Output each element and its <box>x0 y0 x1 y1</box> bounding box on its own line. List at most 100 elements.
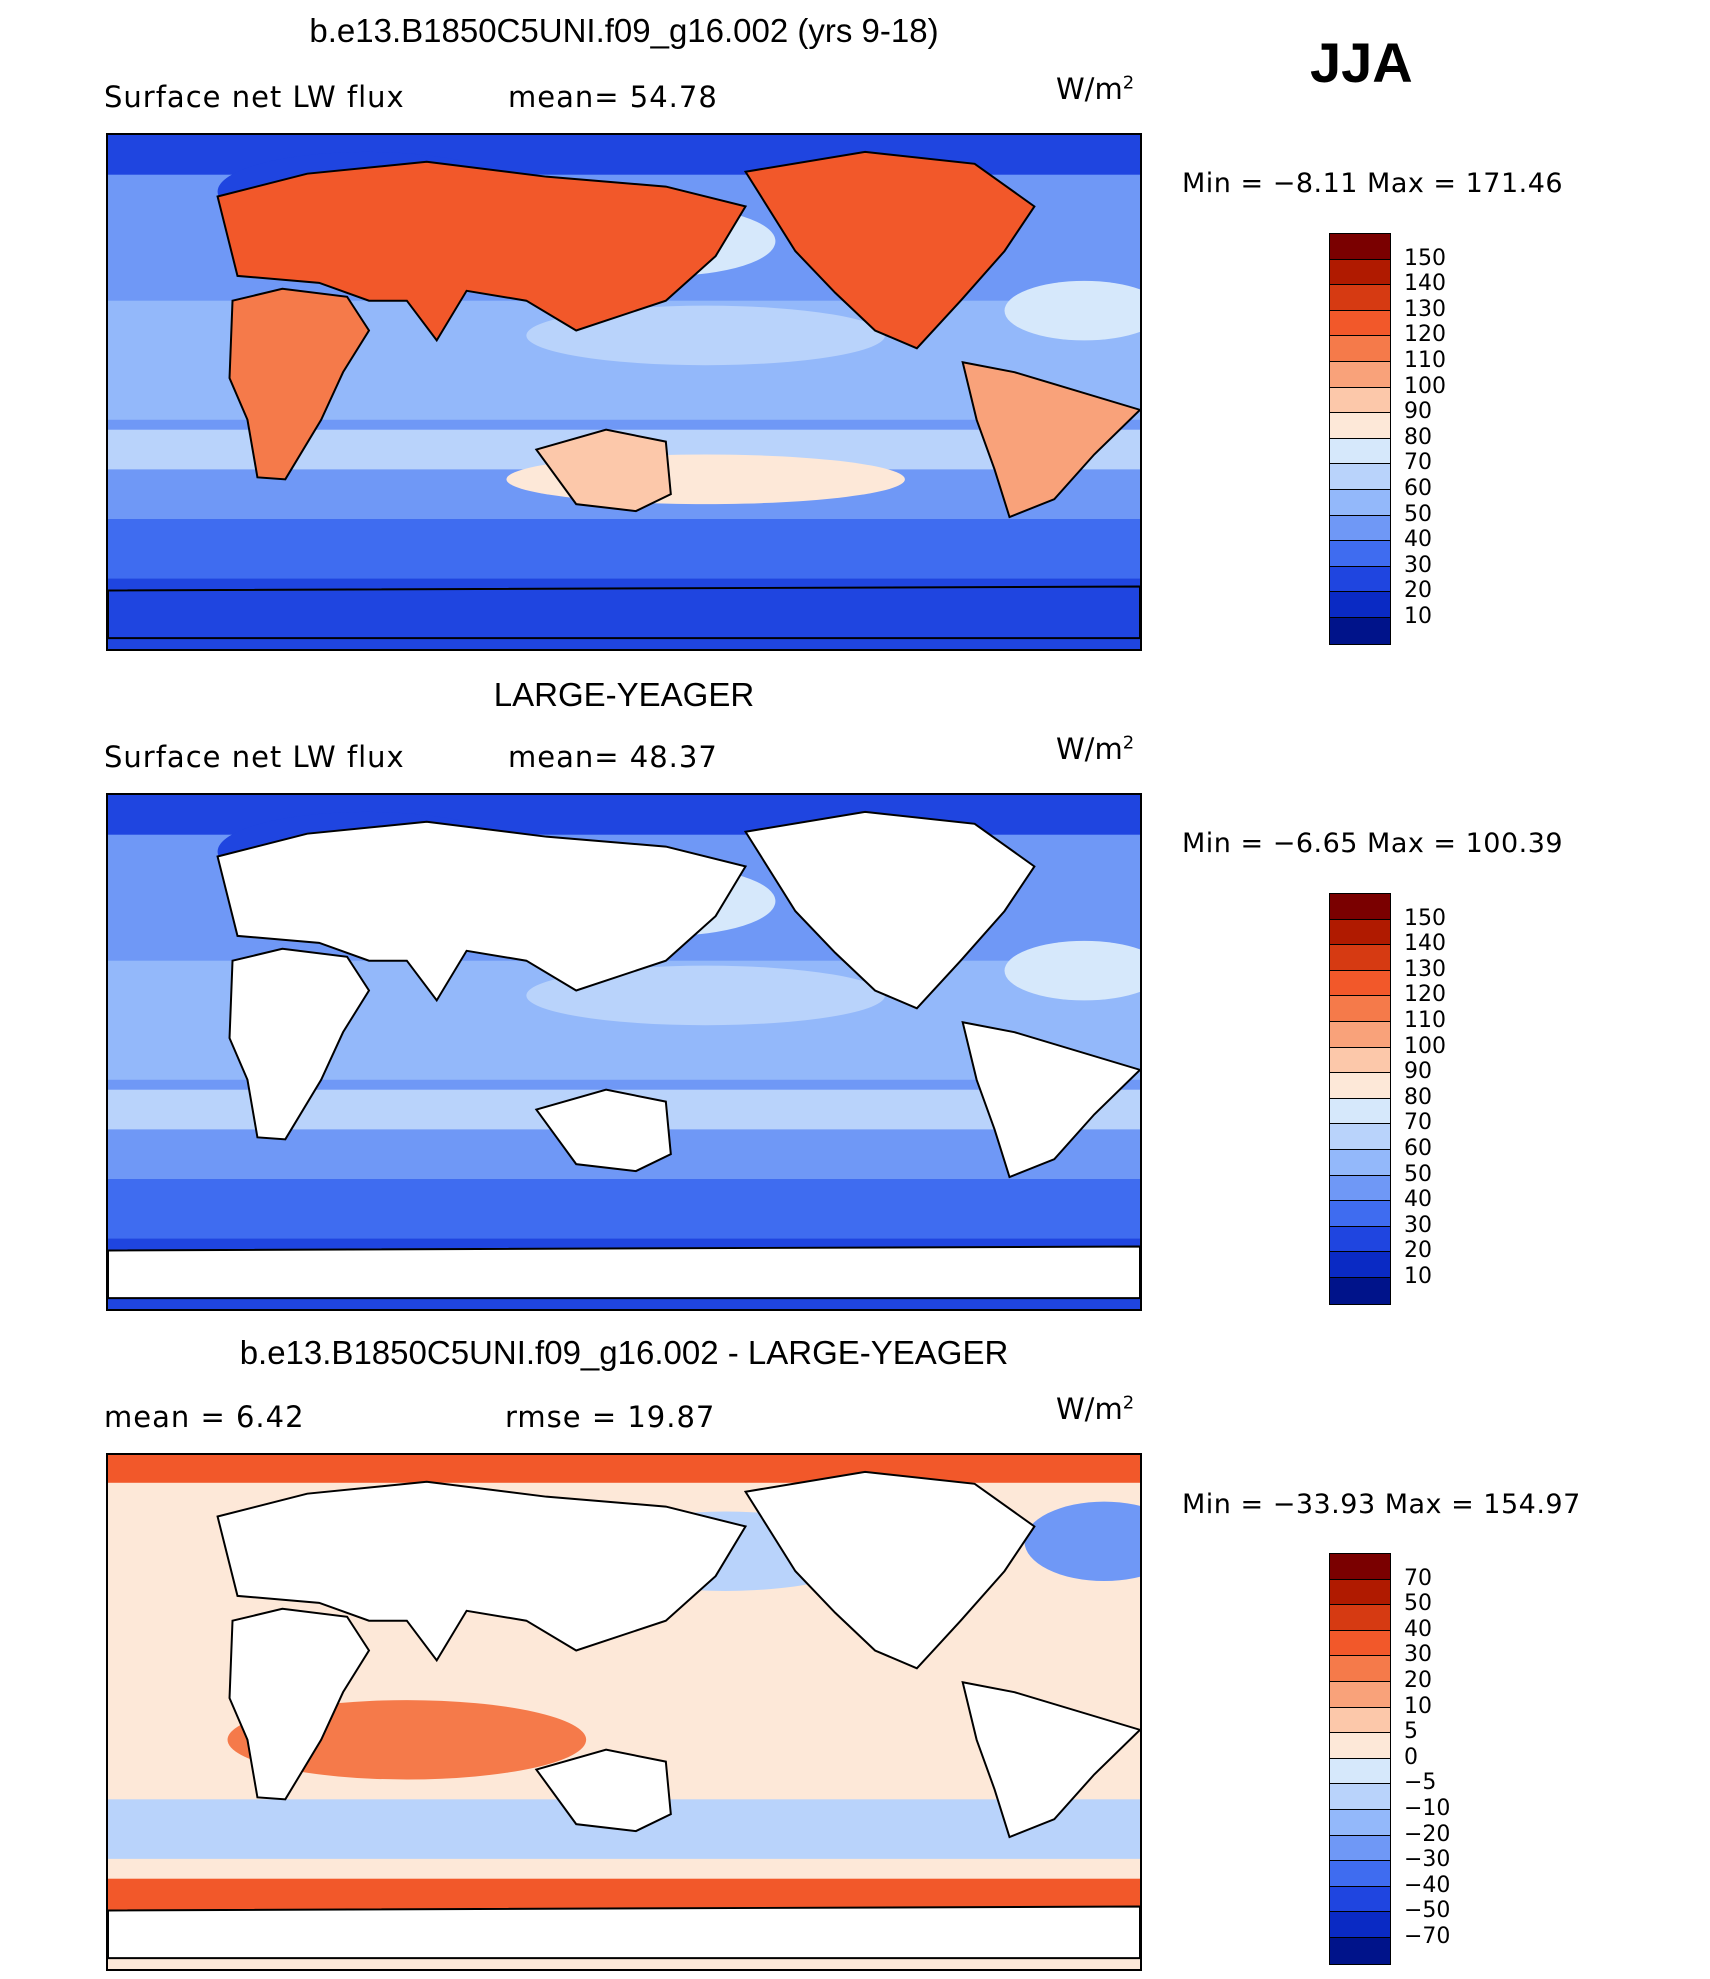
colorbar-label: 110 <box>1404 348 1446 373</box>
panel1-units: W/m2 <box>1056 72 1135 106</box>
panel1-minmax: Min = −8.11 Max = 171.46 <box>1182 168 1564 199</box>
panel3-map-svg <box>108 1455 1140 1969</box>
colorbar-swatch <box>1330 1201 1390 1227</box>
colorbar-label: 150 <box>1404 245 1446 271</box>
panel2-colorbar <box>1329 893 1391 1305</box>
panel1-map <box>106 133 1142 651</box>
colorbar-label: 30 <box>1404 1212 1432 1238</box>
colorbar-swatch <box>1330 489 1390 516</box>
colorbar-swatch <box>1330 1937 1390 1964</box>
field-blob <box>1004 280 1140 341</box>
field-blob <box>1004 940 1140 1001</box>
coastline <box>743 810 1036 1010</box>
colorbar-swatch <box>1330 1630 1390 1657</box>
colorbar-swatch <box>1330 310 1390 337</box>
colorbar-label: 50 <box>1404 1161 1432 1187</box>
colorbar-swatch <box>1330 1073 1390 1099</box>
colorbar-swatch <box>1330 1861 1390 1887</box>
coastline <box>534 1088 672 1173</box>
panel1-map-svg <box>108 135 1140 649</box>
colorbar-label: 20 <box>1404 1238 1432 1264</box>
field-band <box>108 1455 1140 1483</box>
colorbar-swatch <box>1330 1707 1390 1734</box>
panel3-units: W/m2 <box>1056 1392 1135 1426</box>
colorbar-label: 50 <box>1404 501 1432 527</box>
colorbar-label: 20 <box>1404 578 1432 604</box>
colorbar-label: 40 <box>1404 1616 1432 1642</box>
panel2-variable: Surface net LW flux <box>104 740 405 774</box>
field-blob <box>526 965 885 1026</box>
colorbar-label: 40 <box>1404 1187 1432 1213</box>
field-blob <box>1024 1501 1140 1582</box>
colorbar-swatch <box>1330 234 1390 260</box>
colorbar-label: 70 <box>1404 1565 1432 1591</box>
season-label: JJA <box>1310 31 1413 94</box>
colorbar-swatch <box>1330 1912 1390 1938</box>
panel3-mean: mean = 6.42 <box>104 1400 305 1434</box>
colorbar-swatch <box>1330 970 1390 997</box>
colorbar-label: 130 <box>1404 956 1446 982</box>
coastline <box>216 160 748 343</box>
panel3-minmax: Min = −33.93 Max = 154.97 <box>1182 1489 1581 1520</box>
coastline <box>961 1020 1140 1179</box>
colorbar-label: −20 <box>1404 1821 1451 1847</box>
colorbar-label: 10 <box>1404 604 1432 629</box>
coastline <box>534 1748 672 1833</box>
colorbar-label: 40 <box>1404 527 1432 553</box>
colorbar-swatch <box>1330 1605 1390 1631</box>
colorbar-swatch <box>1330 894 1390 920</box>
colorbar-label: 20 <box>1404 1668 1432 1693</box>
colorbar-swatch <box>1330 617 1390 644</box>
coastline <box>108 585 1140 640</box>
colorbar-label: 50 <box>1404 1591 1432 1617</box>
colorbar-label: 60 <box>1404 1136 1432 1161</box>
coastline <box>743 150 1036 350</box>
colorbar-swatch <box>1330 285 1390 311</box>
colorbar-label: 110 <box>1404 1008 1446 1033</box>
colorbar-label: −40 <box>1404 1872 1451 1898</box>
colorbar-label: 70 <box>1404 450 1432 476</box>
colorbar-label: 90 <box>1404 399 1432 425</box>
colorbar-swatch <box>1330 1579 1390 1606</box>
colorbar-swatch <box>1330 1733 1390 1759</box>
panel2-title: LARGE-YEAGER <box>493 676 755 713</box>
colorbar-label: 80 <box>1404 424 1432 450</box>
colorbar-swatch <box>1330 1809 1390 1836</box>
colorbar-swatch <box>1330 1047 1390 1074</box>
panel2-map-svg <box>108 795 1140 1309</box>
panel3-map <box>106 1453 1142 1971</box>
colorbar-label: 30 <box>1404 552 1432 578</box>
coastline <box>108 1905 1140 1960</box>
field-blob <box>526 305 885 366</box>
colorbar-swatch <box>1330 1021 1390 1048</box>
colorbar-swatch <box>1330 1124 1390 1150</box>
colorbar-swatch <box>1330 919 1390 946</box>
coastline <box>743 1470 1036 1670</box>
panel3-title: b.e13.B1850C5UNI.f09_g16.002 - LARGE-YEA… <box>239 1334 1009 1371</box>
coastline <box>534 428 672 513</box>
colorbar-label: −5 <box>1404 1770 1437 1796</box>
colorbar-label: 100 <box>1404 1033 1446 1059</box>
panel1-variable: Surface net LW flux <box>104 80 405 114</box>
colorbar-swatch <box>1330 361 1390 388</box>
colorbar-swatch <box>1330 1886 1390 1913</box>
colorbar-label: −10 <box>1404 1796 1451 1821</box>
colorbar-label: −30 <box>1404 1847 1451 1873</box>
colorbar-swatch <box>1330 438 1390 465</box>
panel1-mean: mean= 54.78 <box>508 80 718 114</box>
colorbar-label: 140 <box>1404 271 1446 297</box>
field-band <box>108 519 1140 579</box>
colorbar-label: 0 <box>1404 1744 1418 1770</box>
panel3-rmse: rmse = 19.87 <box>505 1400 716 1434</box>
colorbar-swatch <box>1330 1226 1390 1253</box>
colorbar-label: 150 <box>1404 905 1446 931</box>
coastline <box>228 947 371 1141</box>
colorbar-label: 80 <box>1404 1084 1432 1110</box>
colorbar-label: 100 <box>1404 373 1446 399</box>
colorbar-swatch <box>1330 1784 1390 1810</box>
panel3-colorbar <box>1329 1553 1391 1965</box>
colorbar-label: 10 <box>1404 1264 1432 1289</box>
coastline <box>228 287 371 481</box>
colorbar-swatch <box>1330 1554 1390 1580</box>
panel2-minmax: Min = −6.65 Max = 100.39 <box>1182 828 1564 859</box>
